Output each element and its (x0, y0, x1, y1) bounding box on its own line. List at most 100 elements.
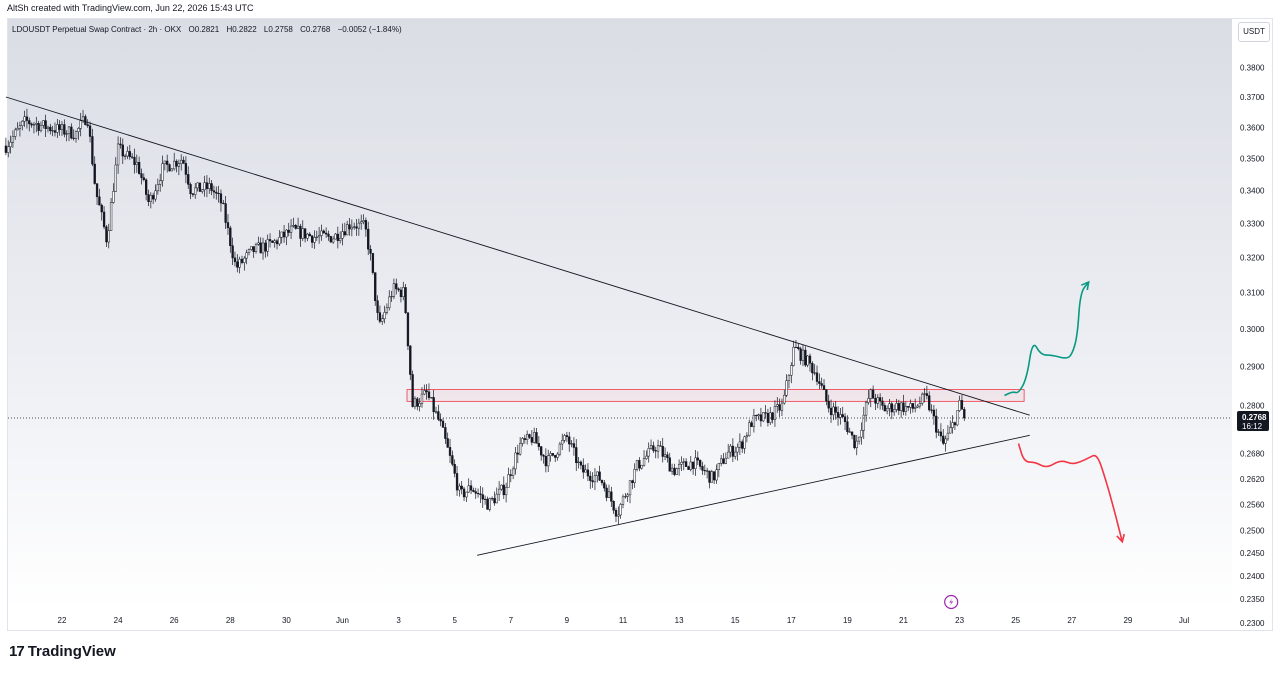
candle (806, 355, 809, 366)
resistance-zone[interactable] (406, 389, 1025, 402)
candle (483, 498, 487, 500)
candle (182, 159, 185, 164)
candle (180, 159, 183, 164)
currency-button[interactable]: USDT (1238, 22, 1270, 42)
candle (640, 464, 643, 469)
candle (324, 232, 328, 235)
candle (764, 412, 767, 414)
candle (37, 123, 40, 131)
candle (963, 409, 966, 419)
y-axis-tick-label: 0.2800 (1240, 401, 1265, 410)
candle (928, 395, 931, 411)
candle (226, 222, 230, 229)
last-price-countdown: 16:12 (1242, 422, 1263, 431)
candle (895, 403, 898, 410)
candle (238, 258, 241, 268)
candle (694, 457, 697, 469)
bearish-projection-path[interactable] (1017, 443, 1124, 542)
candle (556, 453, 559, 458)
candle (353, 226, 356, 228)
candle (390, 296, 393, 298)
candle (266, 239, 269, 252)
candle (757, 414, 760, 417)
x-axis-tick-label: 17 (787, 616, 796, 625)
candle (729, 445, 732, 453)
candle (514, 452, 517, 470)
candle (137, 162, 141, 174)
y-axis-tick-label: 0.2450 (1240, 549, 1265, 558)
candle (813, 372, 816, 374)
candle (317, 235, 321, 238)
candle (589, 475, 592, 481)
candle (467, 485, 470, 493)
candle (282, 231, 286, 238)
candle (677, 464, 681, 469)
x-axis-tick-label: 15 (731, 616, 740, 625)
candle (745, 435, 749, 438)
candle (30, 123, 33, 126)
tradingview-logo[interactable]: 17 TradingView (9, 643, 116, 660)
candle (909, 403, 912, 408)
candle (914, 406, 917, 409)
candle (271, 240, 274, 243)
candle (275, 240, 279, 245)
candle (504, 487, 508, 496)
candle (102, 211, 106, 228)
candle (750, 422, 753, 427)
candle (930, 409, 933, 411)
candle (413, 398, 417, 407)
candle (334, 233, 337, 240)
candle (907, 406, 910, 408)
candle (112, 191, 115, 203)
candle (535, 432, 538, 444)
candle (18, 125, 22, 129)
candle (14, 129, 17, 137)
candle (425, 390, 428, 393)
candle (25, 116, 29, 121)
candle (383, 312, 386, 319)
candle (647, 448, 650, 457)
candle (818, 381, 821, 384)
x-axis-tick-label: 29 (1123, 616, 1132, 625)
candle (827, 400, 830, 409)
candle (916, 405, 919, 408)
candle (126, 151, 129, 157)
candle (159, 180, 162, 185)
candle (231, 245, 234, 259)
last-price-label[interactable] (1237, 411, 1269, 432)
y-axis-tick-label: 0.2350 (1240, 595, 1265, 604)
candle (86, 124, 89, 127)
candle (395, 283, 398, 290)
ascending-trendline[interactable] (477, 434, 1030, 556)
bullish-projection-path[interactable] (1004, 281, 1090, 397)
candle (360, 221, 363, 224)
candle (953, 422, 957, 426)
symbol-title[interactable]: LDOUSDT Perpetual Swap Contract · 2h · O… (12, 25, 182, 34)
candle (776, 404, 779, 407)
candle (474, 491, 477, 494)
candle (829, 407, 833, 416)
descending-trendline[interactable] (5, 96, 1030, 416)
candle (710, 471, 713, 483)
candle (778, 404, 781, 411)
candle (152, 195, 155, 200)
candle (77, 128, 80, 132)
tradingview-logo-icon: 17 (9, 643, 25, 660)
candle (893, 409, 896, 413)
x-axis-tick-label: Jun (336, 616, 349, 625)
candle (797, 346, 800, 349)
candle (88, 125, 92, 137)
candle (900, 402, 903, 411)
candle (437, 411, 440, 420)
candle (177, 163, 181, 167)
candle (717, 462, 720, 471)
candle (736, 446, 739, 453)
candle (161, 163, 164, 181)
candle (661, 446, 664, 457)
candle (731, 445, 735, 457)
candle (406, 312, 410, 347)
candle (243, 257, 246, 263)
candle (490, 498, 494, 500)
candle (673, 467, 676, 475)
